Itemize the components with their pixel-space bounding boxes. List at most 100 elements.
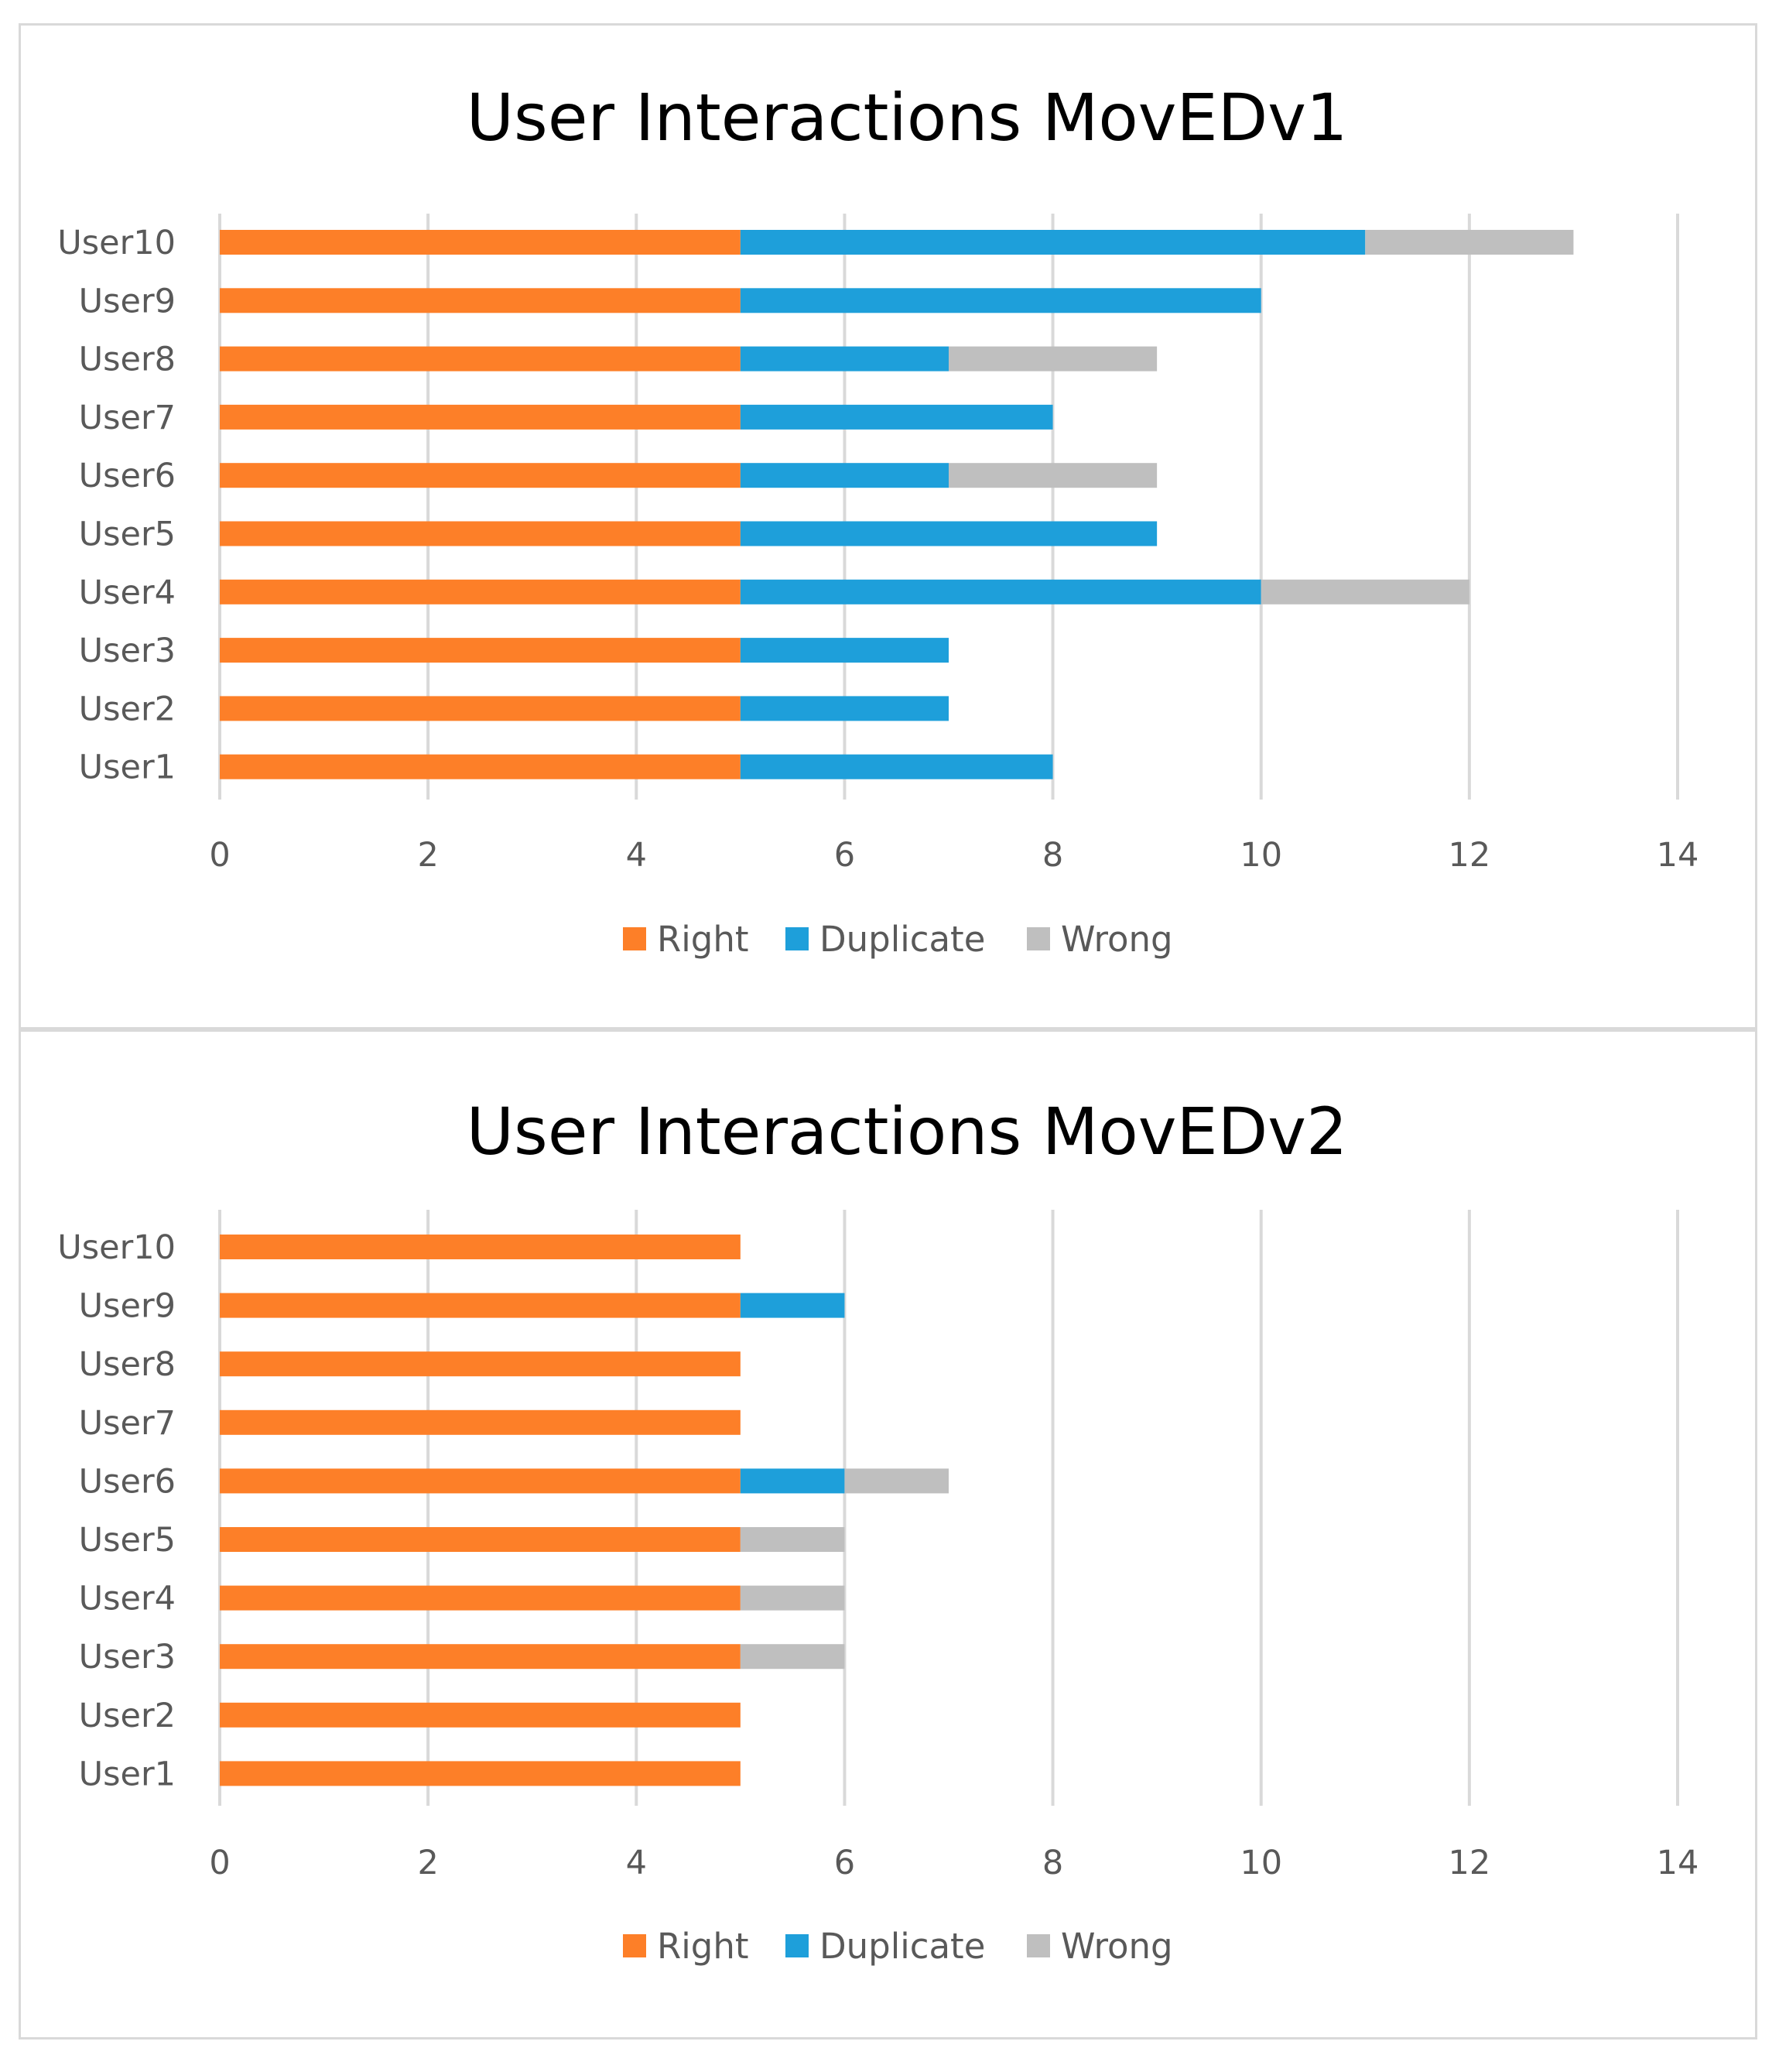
y-category-label: User3 [79,1638,176,1676]
legend: Right Duplicate Wrong [623,1926,1173,1967]
x-tick-label: 0 [209,1844,230,1882]
bar-duplicate [740,638,949,663]
legend-label-wrong: Wrong [1061,1926,1173,1967]
bar-right [220,1235,741,1259]
y-category-label: User1 [79,748,176,787]
y-axis-labels: User1 User2 User3 User4 User5 User6 User7 User8… [57,1228,176,1793]
bar-right [220,696,741,721]
legend-label-wrong: Wrong [1061,919,1173,960]
bar-right [220,346,741,372]
y-category-label: User8 [79,1345,176,1384]
bar-wrong [740,1585,845,1611]
bar-duplicate [740,463,949,488]
legend-swatch-duplicate [785,927,809,950]
bar-duplicate [740,1293,845,1318]
bar-wrong [844,1468,949,1494]
bar-wrong [1261,579,1469,604]
chart-title: User Interactions MovEDv2 [467,1094,1348,1170]
y-category-label: User10 [57,224,176,262]
y-category-label: User3 [79,632,176,670]
bars [220,230,1574,779]
x-axis-ticks: 0 2 4 6 8 10 12 14 [209,1844,1699,1882]
bar-right [220,1468,741,1494]
chart-svg: User Interactions MovEDv1 User1User2User… [57,80,1699,960]
y-category-label: User5 [79,1521,176,1560]
x-tick-label: 2 [417,836,438,875]
bar-right [220,463,741,488]
bar-duplicate [740,1468,845,1494]
bar-duplicate [740,288,1261,313]
bar-right [220,1702,741,1728]
x-tick-label: 10 [1240,1844,1282,1882]
y-category-label: User7 [79,399,176,437]
y-category-label: User2 [79,1697,176,1735]
x-tick-label: 6 [834,836,855,875]
x-tick-label: 12 [1448,836,1490,875]
x-tick-label: 8 [1042,1844,1063,1882]
bar-right [220,288,741,313]
legend-swatch-wrong [1027,1934,1050,1957]
legend-swatch-wrong [1027,927,1050,950]
x-tick-label: 14 [1657,1844,1699,1882]
bars [220,1235,949,1786]
y-category-label: User6 [79,457,176,495]
bar-duplicate [740,346,949,372]
x-tick-label: 4 [626,1844,647,1882]
legend: Right Duplicate Wrong [623,919,1173,960]
x-tick-label: 12 [1448,1844,1490,1882]
legend-label-duplicate: Duplicate [819,1926,985,1967]
y-category-label: User5 [79,515,176,554]
bar-right [220,1351,741,1377]
bar-wrong [1365,230,1574,255]
x-tick-label: 4 [626,836,647,875]
legend-label-right: Right [657,1926,749,1967]
bar-duplicate [740,404,1053,430]
chart-panel-movedv2: User Interactions MovEDv2 User1 User2 User… [19,1029,1757,2039]
y-category-label: User8 [79,341,176,379]
bar-right [220,1527,741,1552]
chart-panel-movedv1: User Interactions MovEDv1 User1 User2 User… [19,23,1757,1029]
bar-right [220,579,741,604]
bar-right [220,1293,741,1318]
bar-right [220,1644,741,1670]
x-tick-label: 10 [1240,836,1282,875]
bar-right [220,638,741,663]
bar-duplicate [740,521,1158,546]
bar-right [220,754,741,779]
x-tick-label: 14 [1657,836,1699,875]
bar-duplicate [740,230,1366,255]
legend-swatch-right [623,1934,646,1957]
bar-right [220,521,741,546]
y-category-label: User9 [79,1287,176,1326]
bar-duplicate [740,579,1261,604]
y-category-label: User7 [79,1404,176,1443]
bar-right [220,404,741,430]
y-category-label: User2 [79,690,176,728]
bar-duplicate [740,696,949,721]
legend-swatch-duplicate [785,1934,809,1957]
legend-label-right: Right [657,919,749,960]
bar-wrong [740,1644,845,1670]
y-category-label: User1 [79,1755,176,1793]
y-axis-labels: User1 User2 User3 User4 User5 User6 User7 User8… [57,224,176,787]
x-tick-label: 0 [209,836,230,875]
y-category-label: User4 [79,1580,176,1618]
y-category-label: User4 [79,574,176,612]
bar-wrong [740,1527,845,1552]
y-category-label: User9 [79,282,176,320]
y-category-label: User10 [57,1228,176,1267]
bar-wrong [949,463,1158,488]
legend-label-duplicate: Duplicate [819,919,985,960]
bar-wrong [949,346,1158,372]
x-axis-ticks: 0 2 4 6 8 10 12 14 [209,836,1699,875]
bar-right [220,1409,741,1435]
x-tick-label: 2 [417,1844,438,1882]
chart-svg: User Interactions MovEDv2 User1User2User… [57,1094,1699,1967]
bar-right [220,230,741,255]
legend-swatch-right [623,927,646,950]
bar-right [220,1761,741,1786]
bar-right [220,1585,741,1611]
y-category-label: User6 [79,1462,176,1501]
x-tick-label: 6 [834,1844,855,1882]
bar-duplicate [740,754,1053,779]
